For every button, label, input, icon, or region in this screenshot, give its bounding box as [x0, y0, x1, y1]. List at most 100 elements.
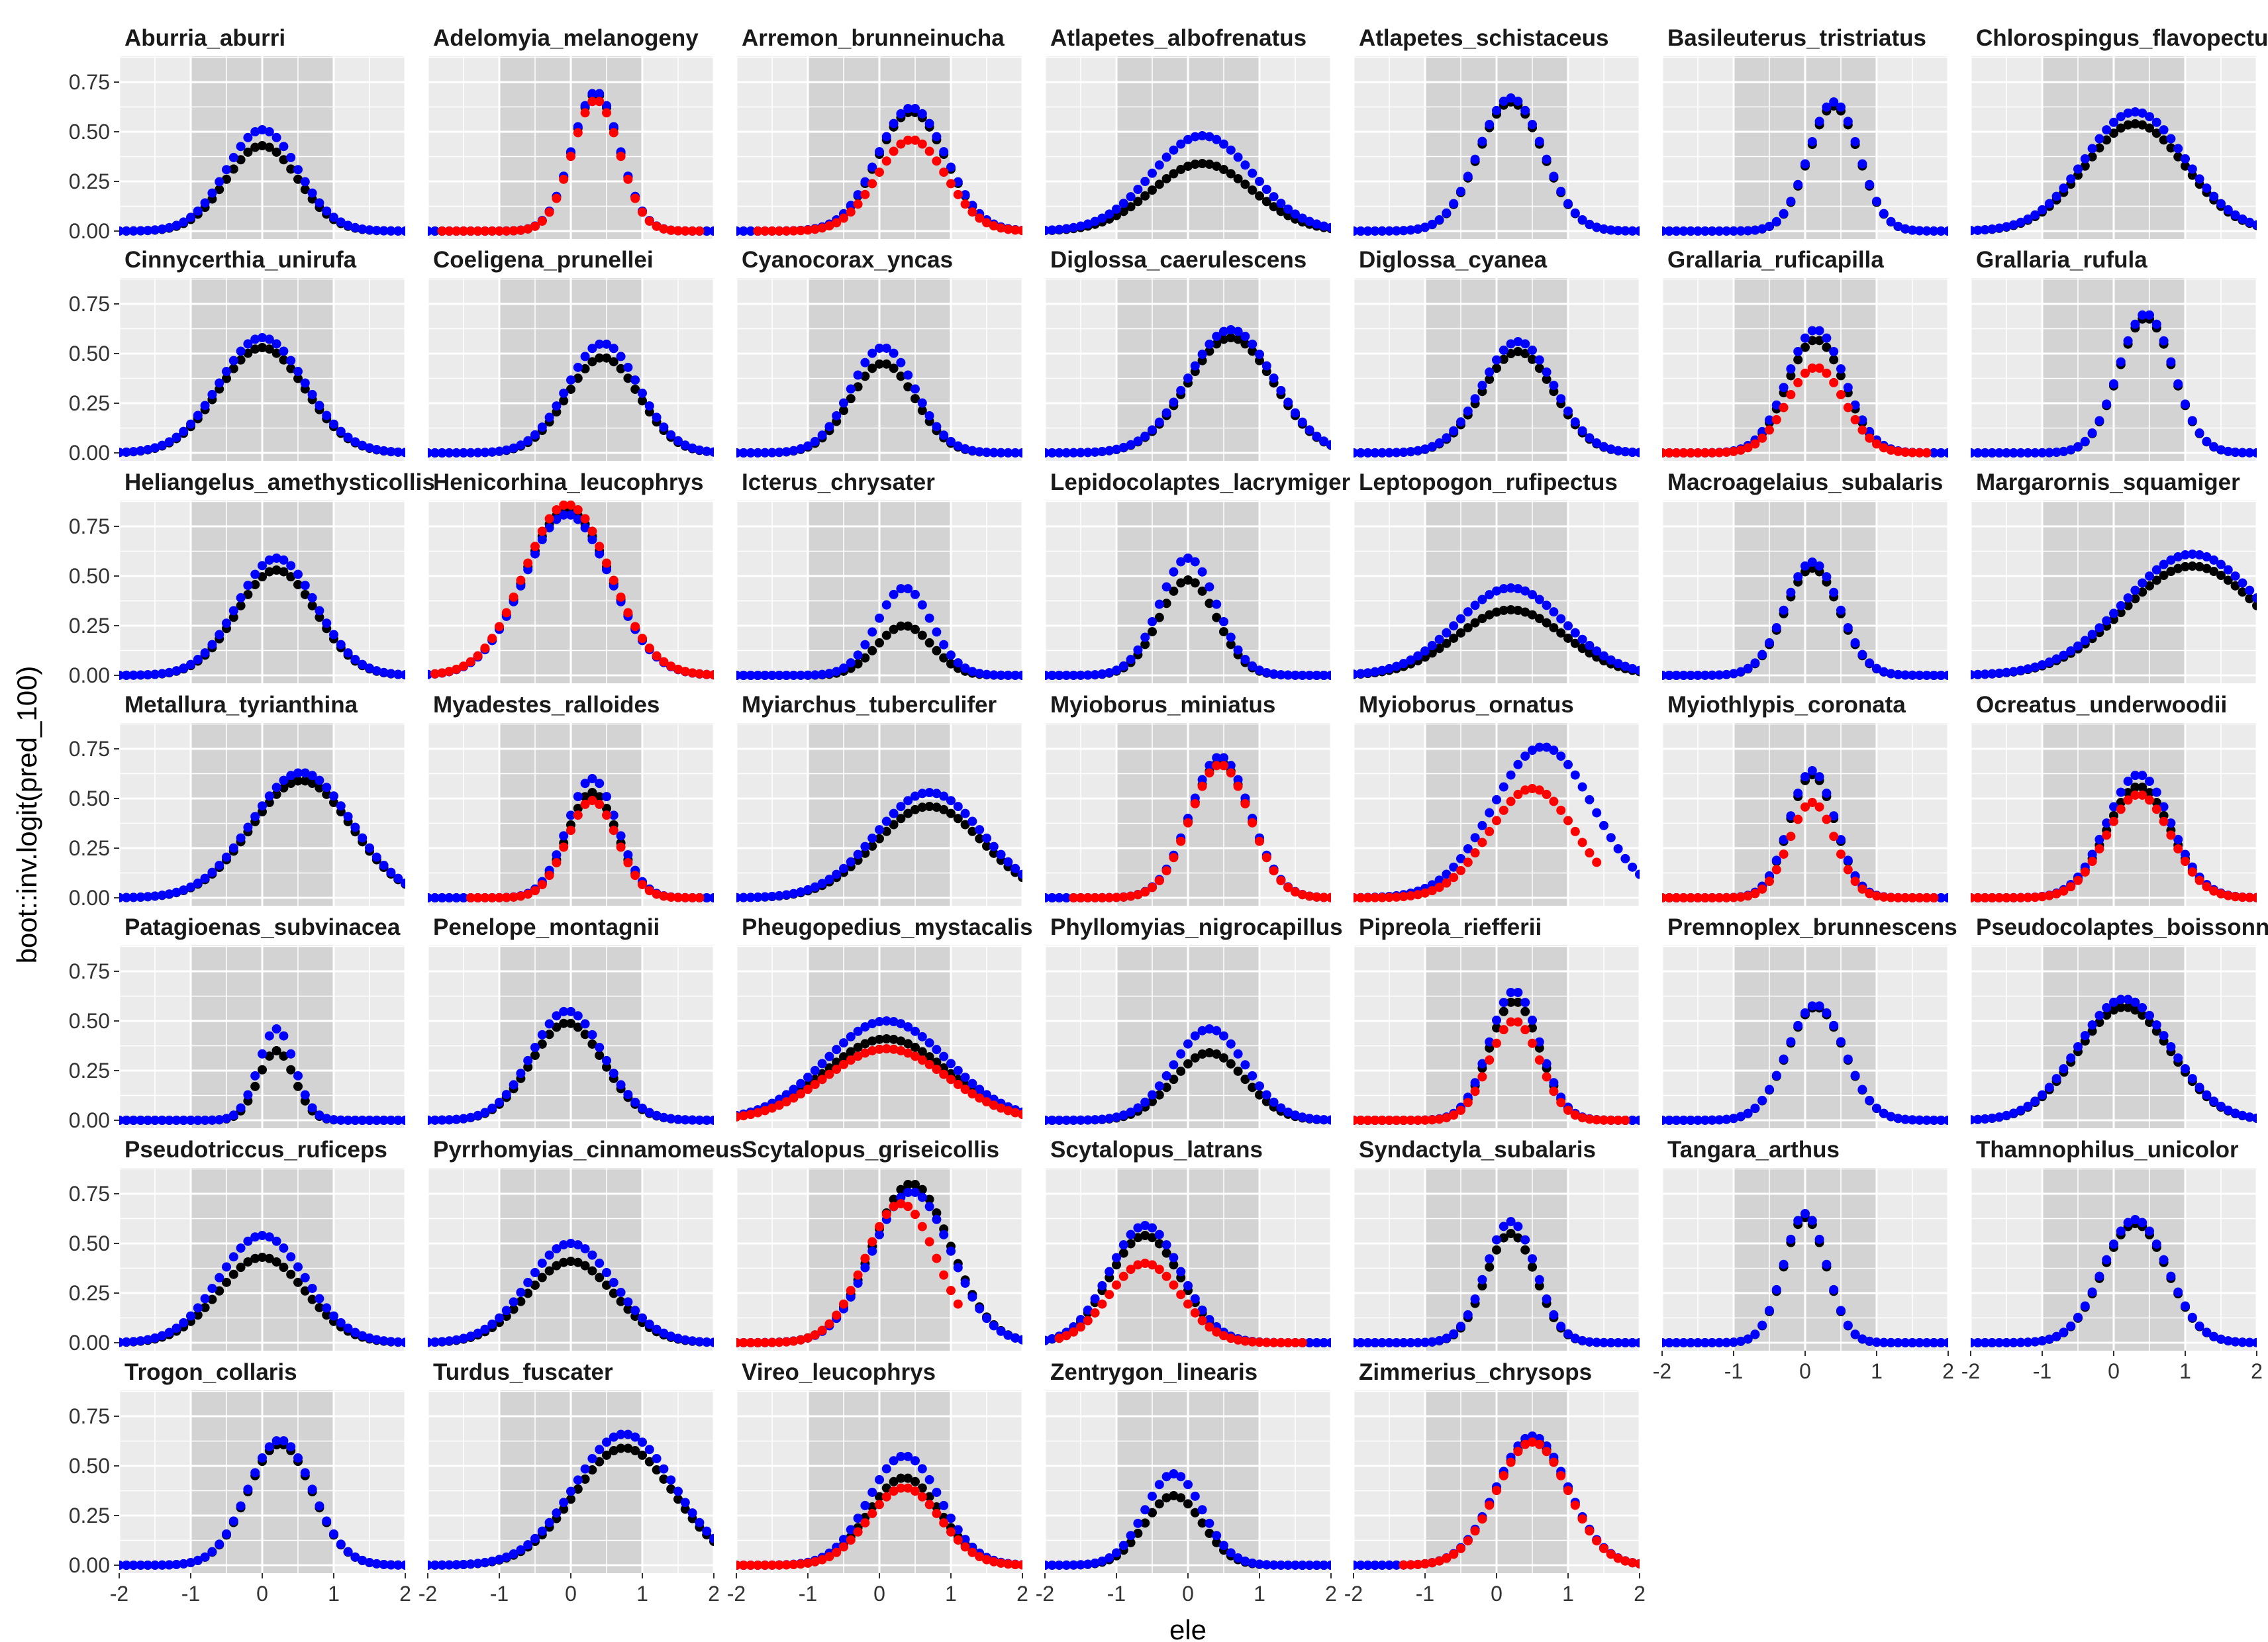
data-point-blue — [616, 352, 626, 362]
data-point-blue — [1686, 670, 1696, 680]
data-point-red — [2123, 795, 2133, 805]
data-point-blue — [1219, 616, 1228, 626]
data-point-red — [1814, 802, 1824, 812]
data-point-blue — [1750, 1329, 1760, 1339]
data-point-blue — [236, 833, 246, 843]
data-point-black — [2238, 587, 2247, 597]
data-point-blue — [2130, 997, 2140, 1007]
facet-title: Scytalopus_latrans — [1050, 1137, 1263, 1163]
facet-panel: Ocreatus_underwoodii — [1971, 692, 2257, 906]
data-point-blue — [1047, 1115, 1057, 1125]
data-point-blue — [2044, 657, 2054, 667]
data-point-blue — [1592, 646, 1602, 656]
data-point-blue — [1283, 670, 1293, 680]
data-point-blue — [789, 446, 799, 456]
data-point-blue — [2002, 222, 2011, 232]
data-point-blue — [1463, 844, 1473, 853]
data-point-red — [860, 1253, 870, 1263]
data-point-blue — [953, 177, 963, 187]
data-point-red — [1018, 1110, 1022, 1120]
data-point-blue — [1693, 1337, 1702, 1347]
data-point-blue — [371, 1116, 381, 1125]
data-point-blue — [2202, 1090, 2212, 1100]
data-point-red — [2023, 893, 2033, 902]
data-point-blue — [1506, 339, 1516, 349]
data-point-blue — [975, 1304, 985, 1314]
facet-panel: Basileuterus_tristriatus — [1662, 25, 1948, 239]
data-point-blue — [1850, 136, 1860, 146]
data-point-blue — [1722, 1337, 1732, 1347]
data-point-red — [1750, 439, 1760, 449]
data-point-red — [1363, 893, 1373, 902]
data-point-blue — [967, 1292, 977, 1302]
data-point-black — [881, 630, 891, 640]
data-point-blue — [430, 1337, 440, 1347]
data-point-blue — [121, 670, 131, 680]
data-point-blue — [1771, 1284, 1781, 1294]
data-point-blue — [1929, 448, 1939, 458]
data-point-blue — [1577, 215, 1587, 224]
facet-title: Atlapetes_albofrenatus — [1050, 25, 1307, 51]
data-point-blue — [1722, 226, 1732, 236]
data-point-blue — [516, 1069, 526, 1079]
data-point-blue — [164, 1328, 174, 1337]
data-point-black — [1570, 638, 1580, 648]
data-point-blue — [179, 426, 189, 436]
data-point-blue — [1161, 582, 1171, 592]
data-point-blue — [2087, 849, 2097, 859]
data-point-blue — [875, 343, 884, 353]
data-point-red — [1112, 1280, 1121, 1290]
data-point-blue — [1973, 1337, 1983, 1347]
data-point-black — [2202, 563, 2212, 573]
data-point-red — [644, 643, 654, 653]
data-point-blue — [975, 1085, 985, 1094]
data-point-blue — [810, 1065, 820, 1075]
data-point-blue — [322, 410, 332, 420]
data-point-blue — [1714, 670, 1724, 680]
facet-panel: Pheugopedius_mystacalis — [736, 914, 1033, 1128]
data-point-blue — [2008, 667, 2018, 677]
data-point-blue — [228, 1110, 238, 1120]
data-point-blue — [1814, 772, 1824, 782]
data-point-black — [1219, 627, 1228, 637]
data-point-blue — [939, 430, 949, 440]
data-point-blue — [1822, 789, 1832, 798]
data-point-red — [1442, 1113, 1452, 1123]
data-point-blue — [2252, 220, 2257, 230]
data-point-red — [695, 669, 705, 679]
data-point-red — [846, 1286, 856, 1296]
data-point-red — [789, 1336, 799, 1346]
data-point-red — [638, 634, 647, 644]
data-point-blue — [358, 224, 368, 234]
data-point-blue — [2038, 448, 2047, 458]
data-point-blue — [630, 375, 640, 385]
data-point-red — [881, 1210, 891, 1220]
data-point-blue — [559, 1006, 569, 1016]
data-point-red — [1807, 363, 1817, 373]
data-point-blue — [817, 1059, 827, 1069]
data-point-black — [250, 1081, 260, 1091]
data-point-black — [2145, 581, 2154, 591]
data-point-red — [803, 1085, 813, 1094]
data-point-red — [1255, 1337, 1264, 1347]
data-point-blue — [1105, 209, 1114, 219]
data-point-blue — [695, 1115, 705, 1125]
data-point-black — [243, 589, 253, 599]
data-point-blue — [1148, 168, 1157, 178]
data-point-red — [1843, 865, 1853, 875]
data-point-blue — [315, 198, 324, 208]
y-tick-label: 0.50 — [69, 787, 110, 810]
data-point-blue — [960, 190, 970, 200]
data-point-blue — [702, 1115, 712, 1125]
data-point-red — [1240, 798, 1250, 808]
data-point-black — [1470, 618, 1480, 628]
data-point-black — [1492, 363, 1501, 373]
data-point-black — [1154, 1090, 1164, 1100]
data-point-blue — [1126, 1107, 1136, 1117]
data-point-blue — [781, 890, 791, 900]
data-point-blue — [2080, 1301, 2090, 1311]
gridlines — [119, 56, 405, 239]
data-point-blue — [1563, 759, 1573, 769]
data-point-blue — [2066, 445, 2076, 455]
data-point-red — [1757, 884, 1767, 894]
